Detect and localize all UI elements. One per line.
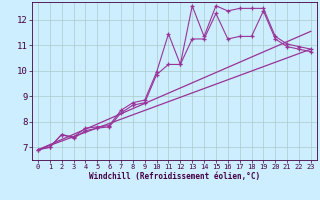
- X-axis label: Windchill (Refroidissement éolien,°C): Windchill (Refroidissement éolien,°C): [89, 172, 260, 181]
